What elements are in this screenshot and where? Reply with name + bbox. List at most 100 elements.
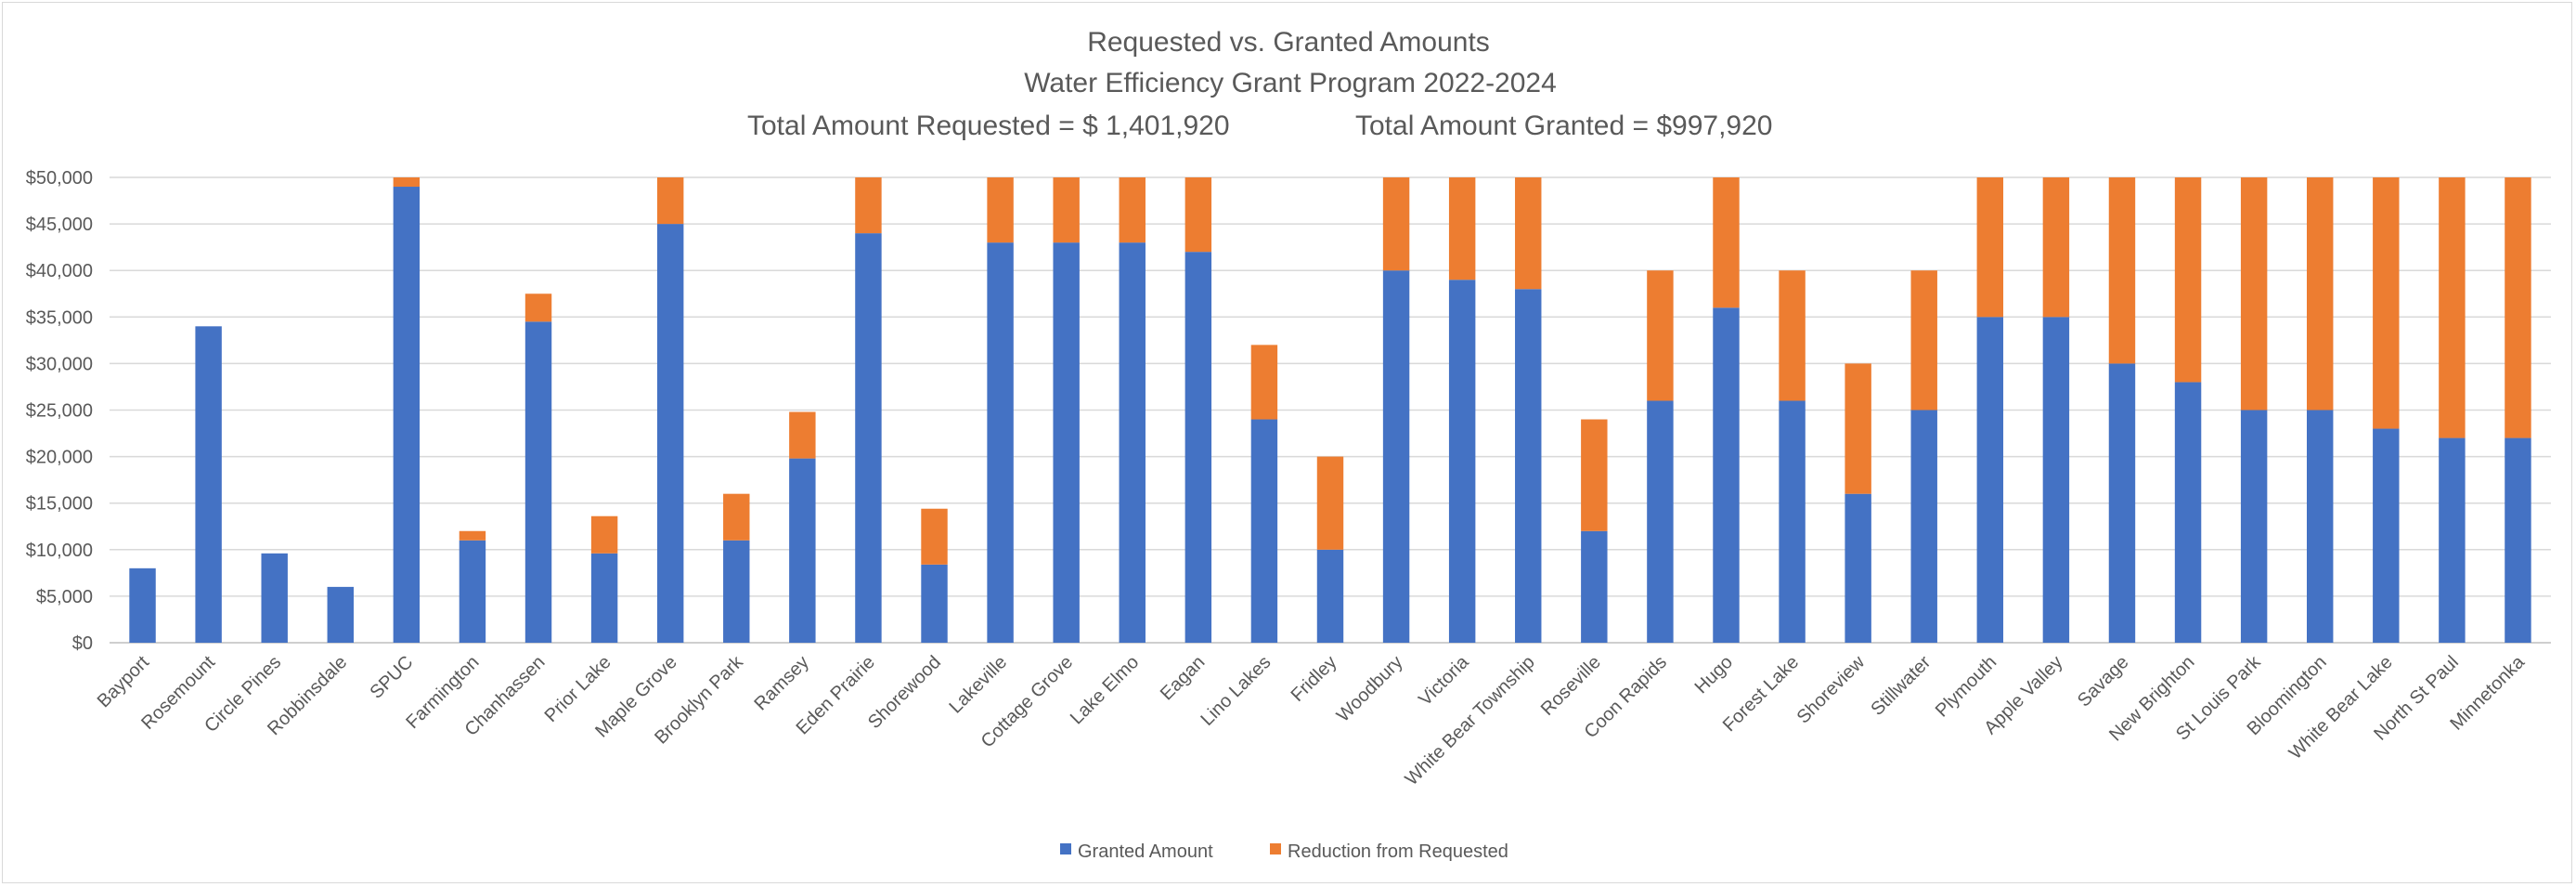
bar-granted-amount: [1779, 400, 1806, 643]
bar-reduction-from-requested: [2174, 177, 2202, 383]
chart-subtitle: Water Efficiency Grant Program 2022-2024: [1024, 68, 1557, 98]
y-axis-ticks: $0 $5,000 $10,000 $15,000 $20,000 $25,000 $30,…: [26, 168, 93, 654]
bar-reduction-from-requested: [1845, 363, 1871, 494]
legend-label: Granted Amount: [1078, 841, 1213, 862]
bar-granted-amount: [2174, 382, 2202, 643]
bar-granted-amount: [921, 564, 948, 643]
y-tick-label: $45,000: [26, 215, 93, 235]
gridlines: [110, 176, 2551, 644]
bar-granted-amount: [1515, 289, 1542, 643]
bar-granted-amount: [1382, 270, 1410, 643]
bar-granted-amount: [393, 187, 421, 643]
bar-granted-amount: [987, 242, 1014, 643]
bar-granted-amount: [1976, 317, 2004, 643]
bar-granted-amount: [459, 540, 486, 643]
x-tick-label: Lino Lakes: [1197, 652, 1275, 730]
bar-granted-amount: [2307, 410, 2334, 643]
y-tick-label: $30,000: [26, 354, 93, 374]
bar-reduction-from-requested: [2373, 177, 2400, 429]
bar-reduction-from-requested: [1250, 345, 1278, 420]
bar-granted-amount: [2042, 317, 2070, 643]
bar-granted-amount: [1713, 307, 1740, 643]
bar-reduction-from-requested: [1448, 177, 1476, 280]
bar-reduction-from-requested: [855, 177, 882, 234]
x-tick-label: Fridley: [1288, 652, 1341, 706]
bar-reduction-from-requested: [459, 530, 486, 541]
bar-granted-amount: [195, 326, 222, 643]
bar-reduction-from-requested: [1382, 177, 1410, 271]
x-tick-label: Plymouth: [1932, 652, 2001, 722]
legend: Granted Amount Reduction from Requested: [1060, 841, 1508, 862]
bar-reduction-from-requested: [656, 177, 684, 225]
bar-reduction-from-requested: [1119, 177, 1146, 243]
x-tick-label: Shoreview: [1793, 652, 1870, 728]
x-tick-label: Bayport: [94, 652, 154, 712]
bar-granted-amount: [1053, 242, 1080, 643]
bar-reduction-from-requested: [1713, 177, 1740, 308]
bar-granted-amount: [590, 553, 618, 643]
bar-granted-amount: [1119, 242, 1146, 643]
x-tick-label: Roseville: [1537, 652, 1605, 720]
bar-granted-amount: [1845, 493, 1871, 643]
bar-granted-amount: [656, 224, 684, 643]
chart-subtitle-requested-total: Total Amount Requested = $ 1,401,920: [747, 111, 1230, 141]
x-tick-label: Ramsey: [750, 652, 812, 714]
y-tick-label: $0: [72, 633, 93, 654]
bar-reduction-from-requested: [921, 508, 948, 565]
y-tick-label: $25,000: [26, 401, 93, 422]
bar-granted-amount: [1250, 419, 1278, 643]
bar-reduction-from-requested: [2307, 177, 2334, 411]
bar-reduction-from-requested: [1779, 270, 1806, 401]
bar-granted-amount: [261, 553, 288, 643]
bar-reduction-from-requested: [723, 493, 750, 541]
bars: [129, 177, 2531, 643]
y-tick-label: $40,000: [26, 261, 93, 281]
bar-reduction-from-requested: [590, 515, 618, 554]
bar-granted-amount: [723, 540, 750, 643]
bar-reduction-from-requested: [1184, 177, 1212, 253]
legend-swatch: [1270, 843, 1281, 854]
bar-reduction-from-requested: [1053, 177, 1080, 243]
bar-granted-amount: [2240, 410, 2268, 643]
bar-reduction-from-requested: [2240, 177, 2268, 411]
bar-reduction-from-requested: [2505, 177, 2531, 438]
bar-granted-amount: [327, 586, 354, 643]
chart-subtitle-granted-total: Total Amount Granted = $997,920: [1355, 111, 1773, 141]
bar-granted-amount: [1448, 280, 1476, 643]
y-tick-label: $10,000: [26, 541, 93, 561]
bar-reduction-from-requested: [1581, 419, 1608, 531]
x-tick-label: SPUC: [367, 652, 418, 703]
bar-reduction-from-requested: [1910, 270, 1937, 411]
bar-reduction-from-requested: [1515, 177, 1542, 290]
bar-granted-amount: [1647, 400, 1674, 643]
bar-granted-amount: [2373, 428, 2400, 643]
y-tick-label: $50,000: [26, 168, 93, 189]
x-tick-label: Stillwater: [1867, 652, 1935, 720]
x-tick-label: Victoria: [1415, 651, 1473, 710]
bar-reduction-from-requested: [2439, 177, 2466, 438]
bar-granted-amount: [1316, 549, 1344, 643]
bar-granted-amount: [1184, 252, 1212, 643]
y-tick-label: $5,000: [36, 587, 93, 607]
bar-granted-amount: [789, 458, 816, 643]
bar-reduction-from-requested: [1976, 177, 2004, 318]
y-tick-label: $20,000: [26, 448, 93, 468]
bar-granted-amount: [129, 567, 156, 643]
bar-granted-amount: [524, 321, 552, 643]
bar-reduction-from-requested: [987, 177, 1014, 243]
y-tick-label: $35,000: [26, 307, 93, 328]
bar-reduction-from-requested: [2108, 177, 2136, 364]
bar-granted-amount: [2439, 437, 2466, 643]
x-tick-label: Woodbury: [1333, 652, 1407, 726]
x-tick-label: Lakeville: [946, 652, 1012, 718]
bar-granted-amount: [855, 233, 882, 643]
x-tick-label: Lake Elmo: [1067, 652, 1143, 728]
bar-reduction-from-requested: [2042, 177, 2070, 318]
x-tick-label: White Bear Township: [1402, 652, 1539, 789]
chart-title: Requested vs. Granted Amounts: [1087, 27, 1490, 58]
bar-granted-amount: [2505, 437, 2531, 643]
bar-reduction-from-requested: [524, 293, 552, 322]
